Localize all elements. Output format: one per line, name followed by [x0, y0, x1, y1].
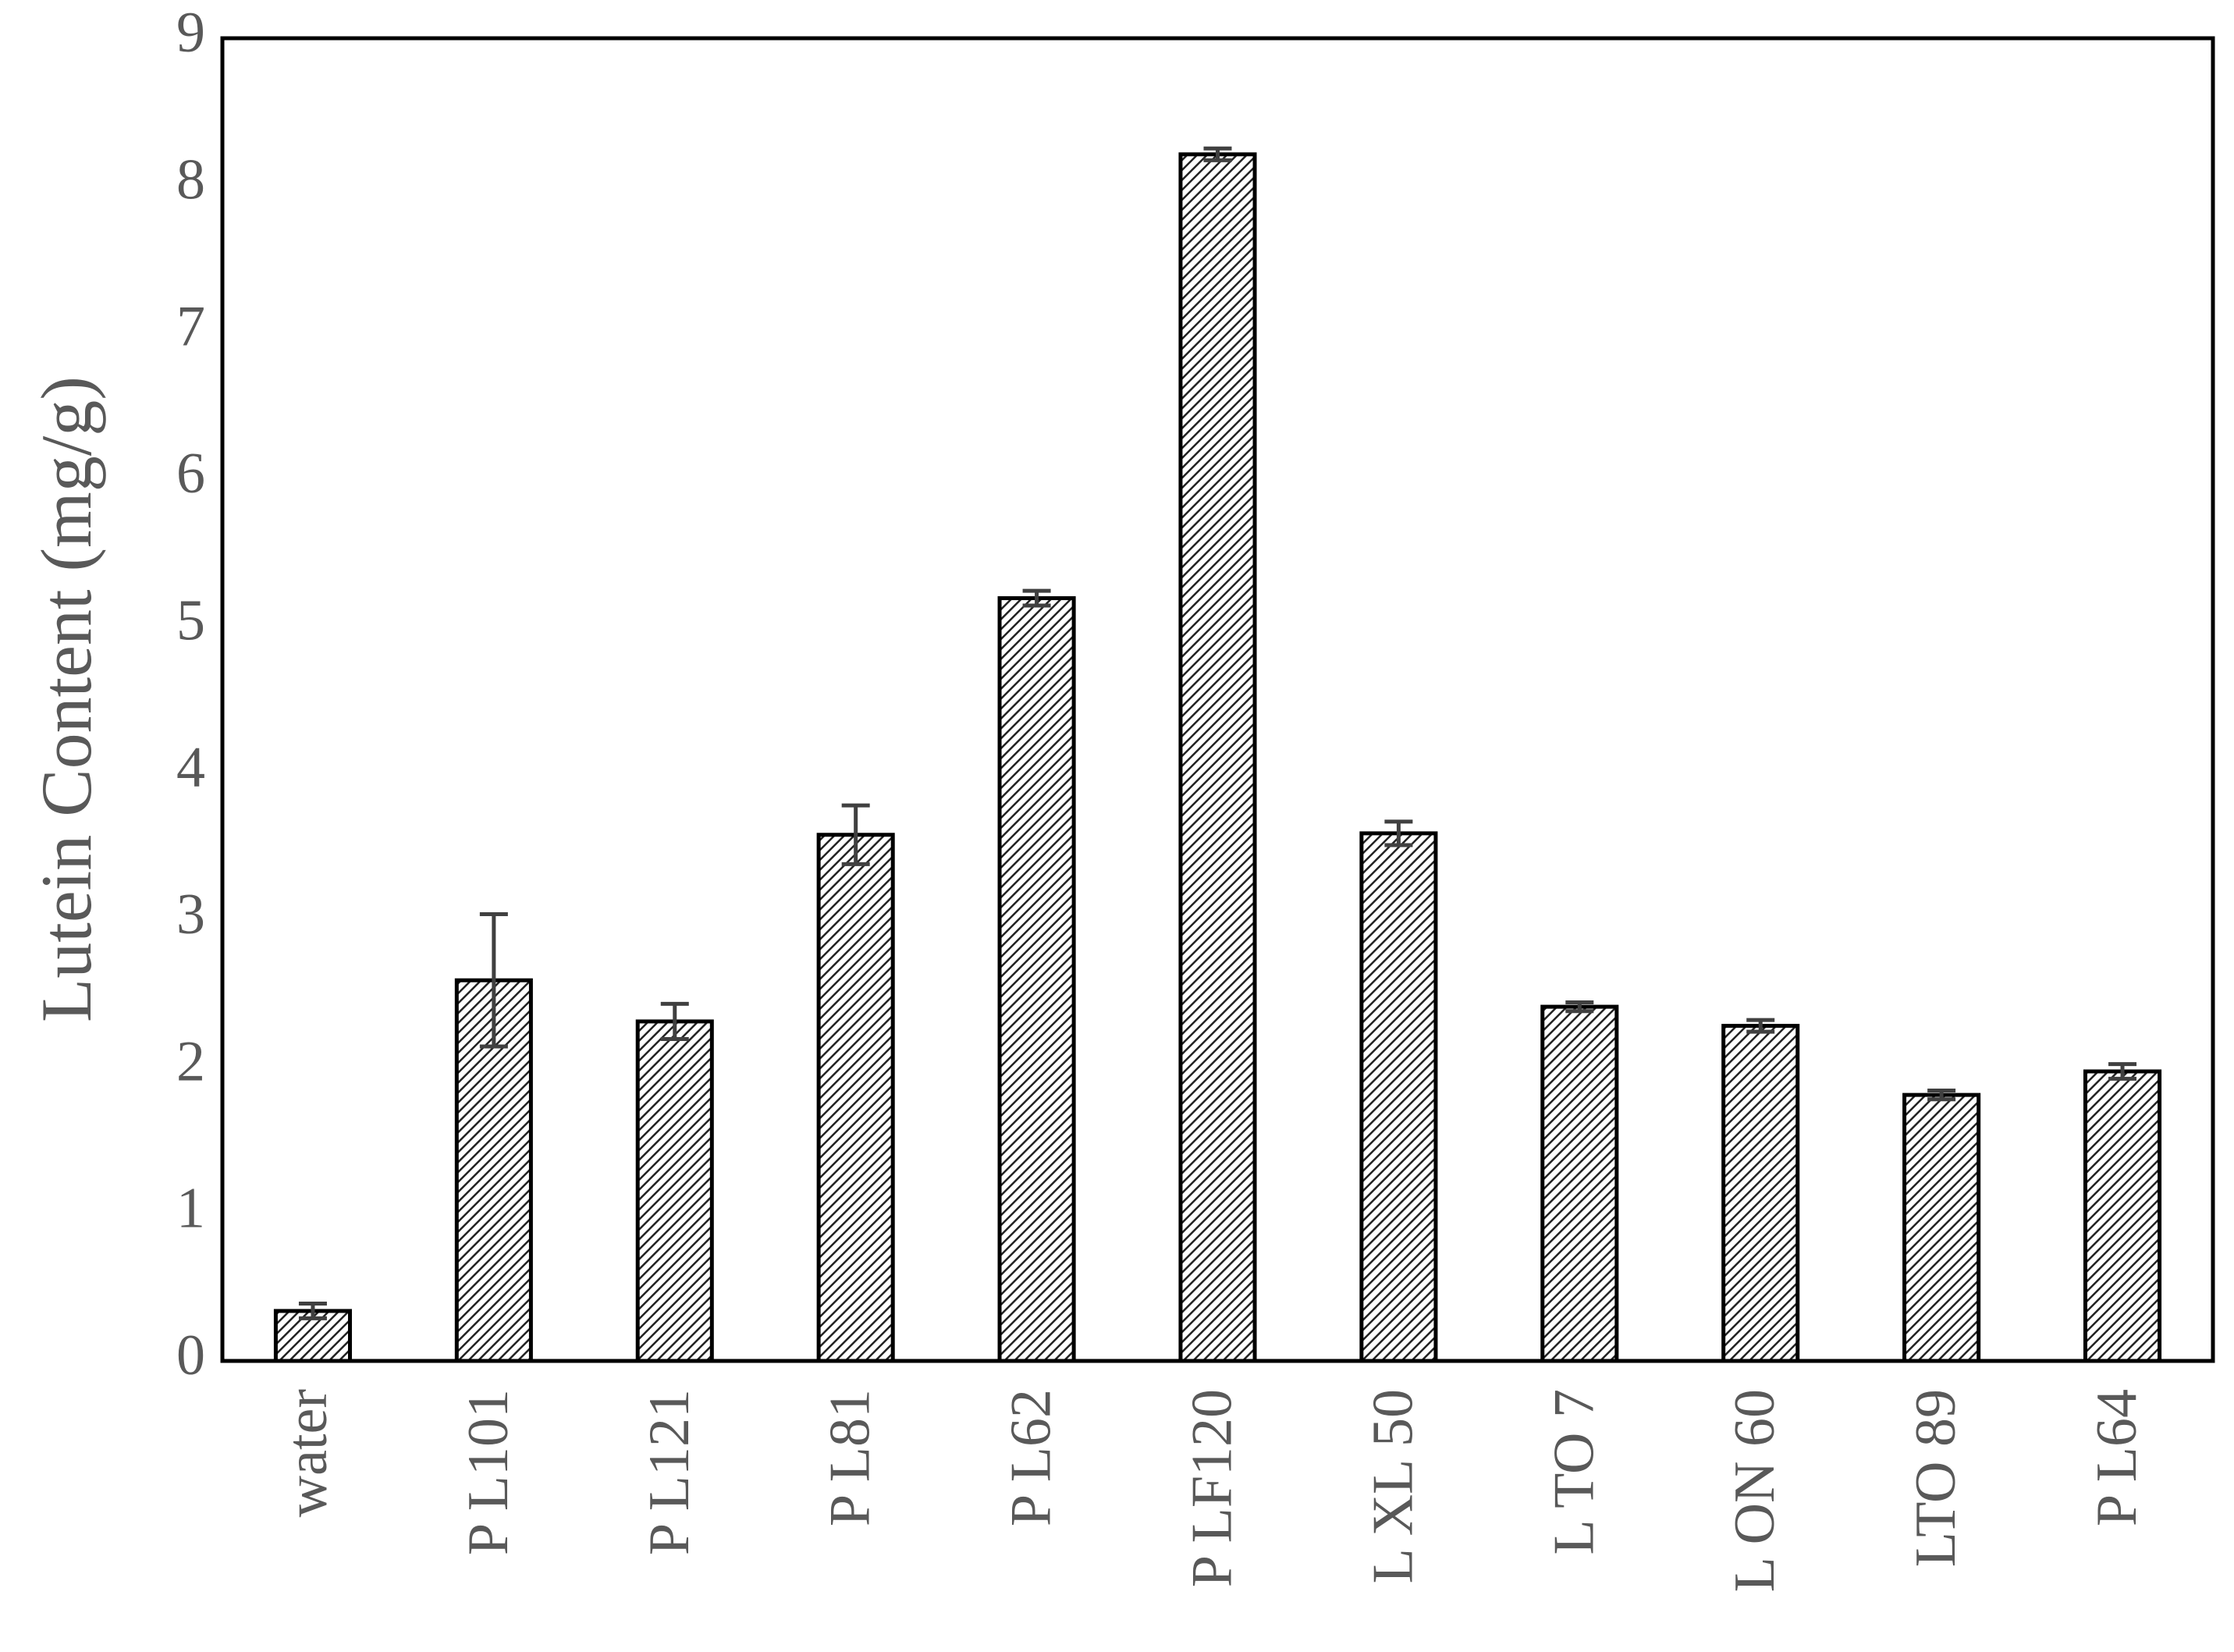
y-tick-label: 2 [176, 1029, 205, 1093]
x-tick-label: P L64 [2085, 1389, 2149, 1526]
error-bar [1746, 1018, 1775, 1034]
x-tick-label: P L101 [456, 1389, 520, 1555]
error-bar [660, 1001, 689, 1042]
x-tick-label: P LF120 [1180, 1389, 1244, 1587]
y-tick-label: 5 [176, 588, 205, 652]
x-tick-label: P L121 [638, 1389, 701, 1555]
error-bar [1565, 1000, 1594, 1014]
y-tick-label: 9 [176, 1, 205, 65]
x-tick-label: L XL 50 [1361, 1389, 1425, 1583]
y-tick-label: 8 [176, 147, 205, 211]
bar [635, 1019, 714, 1363]
x-tick-label: L ON 60 [1723, 1389, 1787, 1592]
y-tick-label: 0 [176, 1323, 205, 1387]
error-bar [1022, 588, 1051, 608]
x-tick-label: P L62 [1000, 1389, 1064, 1526]
bar [997, 596, 1076, 1363]
error-bar [298, 1302, 327, 1320]
y-tick-label: 3 [176, 883, 205, 947]
x-tick-label: water [275, 1389, 339, 1517]
bar [1359, 831, 1438, 1363]
error-bar [1203, 146, 1232, 162]
y-tick-label: 7 [176, 295, 205, 359]
y-tick-label: 4 [176, 736, 205, 800]
bar [816, 833, 895, 1363]
bar [1721, 1024, 1800, 1363]
bar [1902, 1092, 1981, 1363]
error-bar [1384, 819, 1413, 847]
bar [1178, 152, 1257, 1363]
x-tick-label: L TO 7 [1542, 1389, 1606, 1554]
x-tick-label: LTO 89 [1904, 1389, 1968, 1567]
y-axis-label: Lutein Content (mg/g) [27, 376, 106, 1022]
error-bar [2108, 1062, 2137, 1081]
error-bar [479, 911, 508, 1049]
error-bar [841, 803, 870, 866]
bar [1540, 1004, 1619, 1363]
y-tick-label: 6 [176, 442, 205, 506]
bar [2083, 1069, 2162, 1363]
y-tick-label: 1 [176, 1177, 205, 1241]
x-tick-label: P L81 [819, 1389, 883, 1526]
error-bar [1927, 1088, 1956, 1102]
